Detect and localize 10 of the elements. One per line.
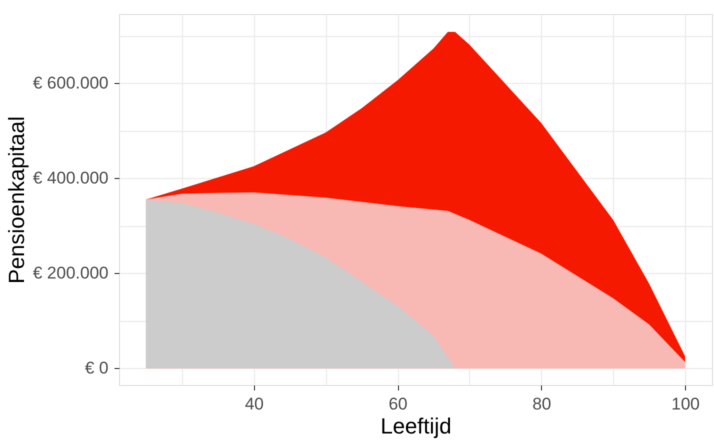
y-tick-label: € 200.000	[32, 264, 108, 283]
y-tick-label: € 400.000	[32, 168, 108, 188]
x-tick-label: 40	[244, 394, 264, 414]
y-tick-label: € 0	[84, 358, 108, 378]
x-axis-title: Leeftijd	[380, 414, 452, 438]
x-tick-label: 100	[671, 394, 700, 414]
x-tick-label: 80	[532, 394, 552, 414]
y-tick-label: € 600.000	[32, 74, 108, 93]
y-axis-title: Pensioenkapitaal	[4, 116, 29, 284]
x-tick-label: 60	[388, 394, 408, 414]
